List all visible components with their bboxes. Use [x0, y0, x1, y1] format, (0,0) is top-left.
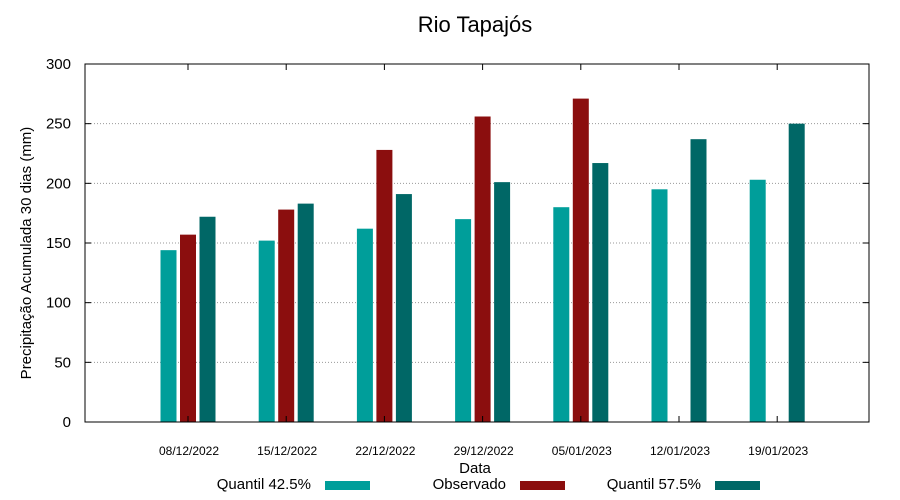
x-axis-label: Data [459, 460, 491, 477]
bar-quantil-42-5-22-12-2022 [356, 228, 373, 422]
x-axis: 08/12/2022 15/12/2022 22/12/2022 29/12/2022… [159, 64, 809, 458]
legend-swatch-quantil-57-5 [715, 481, 760, 490]
bar-observado-08-12-2022 [180, 234, 196, 422]
bar-quantil-57-5-05-01-2023 [592, 163, 609, 422]
legend-swatch-quantil-42-5 [325, 481, 370, 490]
bar-observado-22-12-2022 [376, 149, 393, 423]
bar-quantil-57-5-22-12-2022 [395, 194, 412, 422]
y-tick-label: 200 [46, 175, 71, 192]
bars [160, 98, 805, 423]
bar-quantil-42-5-19-01-2023 [749, 179, 766, 422]
y-tick-label: 300 [46, 56, 71, 73]
y-tick-label: 100 [46, 295, 71, 312]
bar-observado-05-01-2023 [572, 98, 589, 423]
bar-quantil-57-5-12-01-2023 [690, 139, 707, 422]
bar-observado-29-12-2022 [474, 116, 491, 423]
x-tick-label: 05/01/2023 [552, 444, 612, 458]
bar-quantil-57-5-19-01-2023 [788, 123, 805, 423]
legend-swatch-observado [520, 481, 565, 490]
bar-quantil-42-5-08-12-2022 [160, 250, 177, 422]
legend-label-quantil-57-5: Quantil 57.5% [607, 476, 701, 493]
legend: Quantil 42.5% Observado Quantil 57.5% [217, 476, 760, 493]
bar-quantil-42-5-05-01-2023 [553, 207, 570, 422]
x-tick-label: 29/12/2022 [454, 444, 514, 458]
bar-quantil-42-5-12-01-2023 [651, 189, 668, 422]
y-tick-label: 0 [63, 414, 71, 431]
y-tick-label: 250 [46, 116, 71, 133]
x-tick-label: 19/01/2023 [748, 444, 808, 458]
y-tick-label: 150 [46, 235, 71, 252]
y-axis: 0 50 100 150 200 250 300 [46, 56, 869, 431]
legend-label-observado: Observado [433, 476, 506, 493]
bar-quantil-57-5-08-12-2022 [199, 216, 216, 422]
bar-quantil-42-5-15-12-2022 [258, 240, 275, 422]
x-tick-label: 15/12/2022 [257, 444, 317, 458]
y-tick-label: 50 [54, 354, 71, 371]
chart-title: Rio Tapajós [418, 12, 533, 37]
bar-quantil-57-5-15-12-2022 [297, 203, 314, 422]
bar-observado-15-12-2022 [278, 209, 295, 422]
bar-quantil-57-5-29-12-2022 [494, 182, 511, 422]
bar-quantil-42-5-29-12-2022 [455, 219, 472, 422]
x-tick-label: 08/12/2022 [159, 444, 219, 458]
y-axis-label: Precipitação Acumulada 30 dias (mm) [18, 127, 35, 380]
legend-label-quantil-42-5: Quantil 42.5% [217, 476, 311, 493]
x-tick-label: 12/01/2023 [650, 444, 710, 458]
x-tick-label: 22/12/2022 [355, 444, 415, 458]
